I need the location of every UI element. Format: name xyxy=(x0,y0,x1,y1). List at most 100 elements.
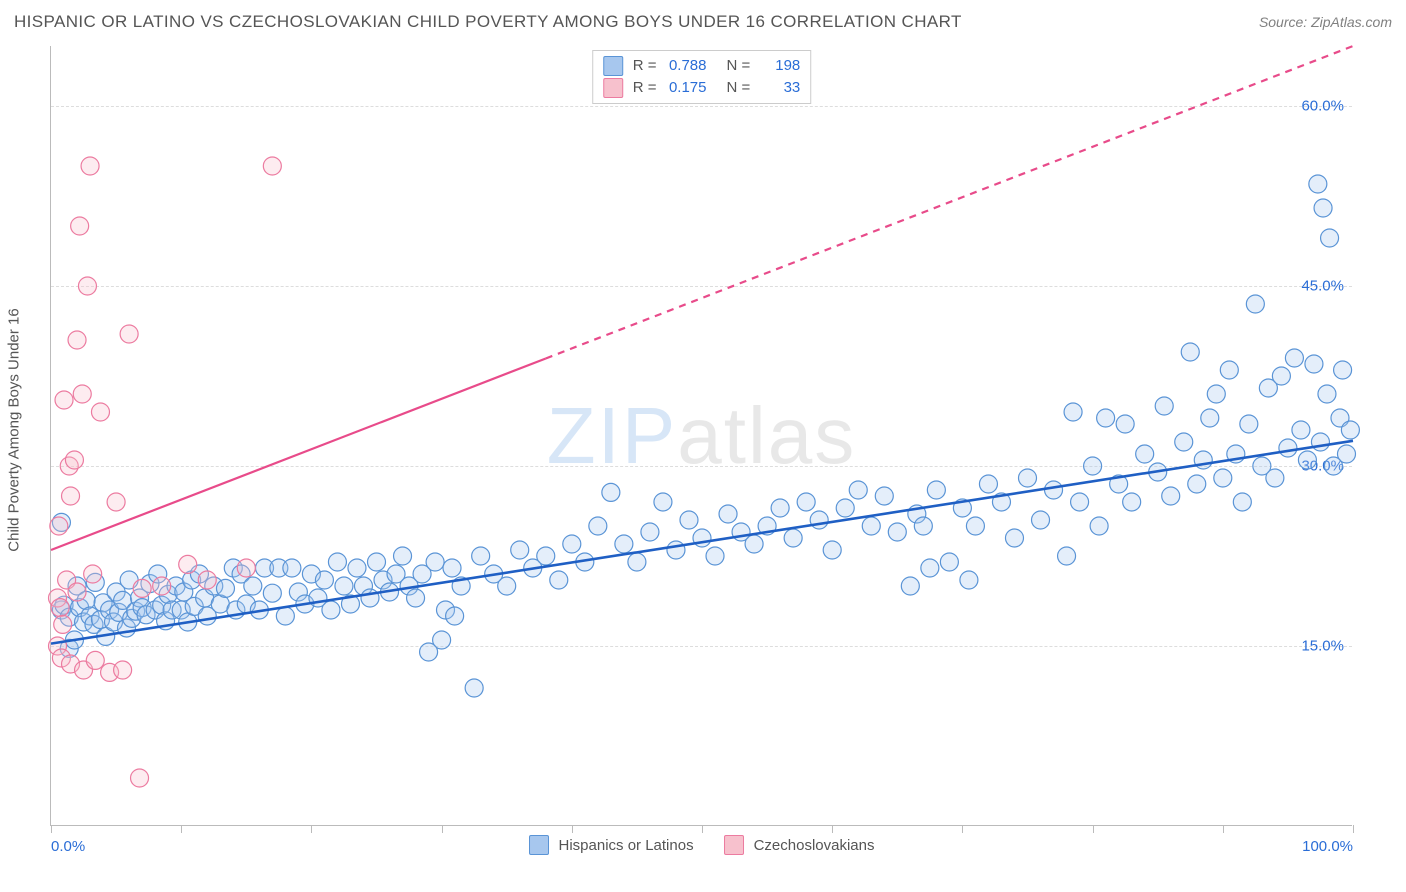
data-point-blue xyxy=(875,487,893,505)
data-point-blue xyxy=(1337,445,1355,463)
data-point-blue xyxy=(927,481,945,499)
data-point-pink xyxy=(133,579,151,597)
data-point-blue xyxy=(1097,409,1115,427)
data-point-blue xyxy=(901,577,919,595)
x-tick xyxy=(51,825,52,833)
data-point-blue xyxy=(426,553,444,571)
data-point-blue xyxy=(1188,475,1206,493)
data-point-blue xyxy=(1032,511,1050,529)
data-point-blue xyxy=(1321,229,1339,247)
swatch-pink xyxy=(603,78,623,98)
series-label: Hispanics or Latinos xyxy=(559,837,694,854)
x-tick xyxy=(832,825,833,833)
data-point-pink xyxy=(91,403,109,421)
data-point-pink xyxy=(81,157,99,175)
data-point-blue xyxy=(706,547,724,565)
data-point-blue xyxy=(368,553,386,571)
data-point-pink xyxy=(179,555,197,573)
data-point-pink xyxy=(68,583,86,601)
legend-series-blue: Hispanics or Latinos xyxy=(529,835,694,855)
data-point-blue xyxy=(1305,355,1323,373)
data-point-pink xyxy=(114,661,132,679)
data-point-blue xyxy=(537,547,555,565)
data-point-blue xyxy=(1233,493,1251,511)
data-point-blue xyxy=(563,535,581,553)
data-point-blue xyxy=(1334,361,1352,379)
x-tick xyxy=(572,825,573,833)
data-point-blue xyxy=(888,523,906,541)
data-point-pink xyxy=(50,517,68,535)
data-point-blue xyxy=(465,679,483,697)
y-axis-label: Child Poverty Among Boys Under 16 xyxy=(6,308,23,551)
data-point-blue xyxy=(836,499,854,517)
data-point-pink xyxy=(131,769,149,787)
data-point-blue xyxy=(979,475,997,493)
data-point-blue xyxy=(394,547,412,565)
n-label: N = xyxy=(727,77,751,99)
data-point-blue xyxy=(1207,385,1225,403)
x-tick xyxy=(962,825,963,833)
data-point-blue xyxy=(810,511,828,529)
data-point-blue xyxy=(1064,403,1082,421)
data-point-blue xyxy=(263,584,281,602)
data-point-pink xyxy=(263,157,281,175)
data-point-blue xyxy=(1311,433,1329,451)
data-point-blue xyxy=(862,517,880,535)
data-point-blue xyxy=(654,493,672,511)
swatch-blue xyxy=(603,56,623,76)
data-point-blue xyxy=(784,529,802,547)
data-point-blue xyxy=(1084,457,1102,475)
data-point-pink xyxy=(62,487,80,505)
x-tick-label: 0.0% xyxy=(51,838,85,855)
x-tick xyxy=(1353,825,1354,833)
r-value: 0.788 xyxy=(663,55,707,77)
data-point-pink xyxy=(237,559,255,577)
data-point-blue xyxy=(602,483,620,501)
data-point-blue xyxy=(641,523,659,541)
data-point-pink xyxy=(198,571,216,589)
x-tick xyxy=(181,825,182,833)
data-point-pink xyxy=(65,451,83,469)
data-point-blue xyxy=(1314,199,1332,217)
data-point-blue xyxy=(1071,493,1089,511)
data-point-blue xyxy=(1005,529,1023,547)
data-point-pink xyxy=(153,577,171,595)
data-point-blue xyxy=(1116,415,1134,433)
data-point-blue xyxy=(511,541,529,559)
data-point-blue xyxy=(615,535,633,553)
data-point-blue xyxy=(667,541,685,559)
x-tick xyxy=(1093,825,1094,833)
data-point-blue xyxy=(719,505,737,523)
n-value: 33 xyxy=(756,77,800,99)
data-point-blue xyxy=(1309,175,1327,193)
data-point-blue xyxy=(1246,295,1264,313)
data-point-blue xyxy=(1279,439,1297,457)
data-point-blue xyxy=(1214,469,1232,487)
data-point-blue xyxy=(966,517,984,535)
data-point-blue xyxy=(589,517,607,535)
data-point-blue xyxy=(914,517,932,535)
data-point-blue xyxy=(940,553,958,571)
data-point-pink xyxy=(78,277,96,295)
legend-series: Hispanics or Latinos Czechoslovakians xyxy=(529,835,875,855)
data-point-pink xyxy=(54,615,72,633)
data-point-pink xyxy=(68,331,86,349)
data-point-blue xyxy=(1019,469,1037,487)
data-point-blue xyxy=(745,535,763,553)
data-point-pink xyxy=(51,599,69,617)
r-label: R = xyxy=(633,55,657,77)
chart-title: HISPANIC OR LATINO VS CZECHOSLOVAKIAN CH… xyxy=(14,12,962,31)
data-point-blue xyxy=(498,577,516,595)
data-point-pink xyxy=(107,493,125,511)
x-tick xyxy=(1223,825,1224,833)
data-point-pink xyxy=(71,217,89,235)
series-label: Czechoslovakians xyxy=(754,837,875,854)
data-point-blue xyxy=(1045,481,1063,499)
data-point-blue xyxy=(315,571,333,589)
legend-stats-row-blue: R =0.788N =198 xyxy=(603,55,801,77)
data-point-blue xyxy=(1298,451,1316,469)
data-point-blue xyxy=(216,579,234,597)
data-point-blue xyxy=(1058,547,1076,565)
x-tick xyxy=(702,825,703,833)
r-label: R = xyxy=(633,77,657,99)
